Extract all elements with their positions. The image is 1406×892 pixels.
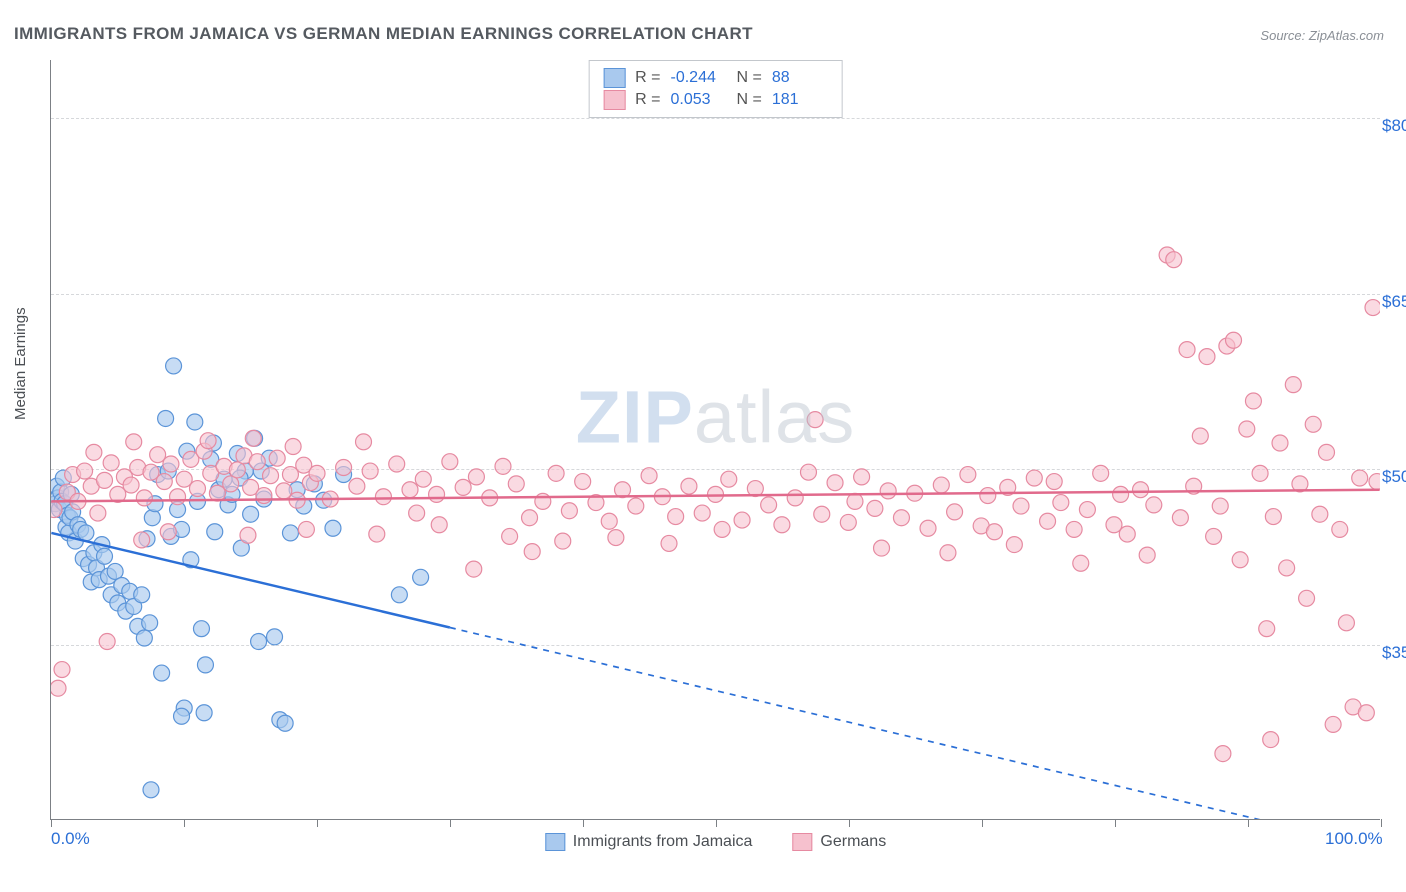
x-tick	[583, 819, 584, 827]
legend-correlation-box: R = -0.244 N = 88 R = 0.053 N = 181	[588, 60, 843, 118]
source-label: Source:	[1260, 28, 1305, 43]
x-tick	[1115, 819, 1116, 827]
legend-item-jamaica: Immigrants from Jamaica	[545, 833, 753, 851]
x-tick	[51, 819, 52, 827]
source-attribution: Source: ZipAtlas.com	[1260, 28, 1384, 43]
x-tick	[849, 819, 850, 827]
plot-area: ZIPatlas $35,000$50,000$65,000$80,000 0.…	[50, 60, 1380, 820]
chart-container: IMMIGRANTS FROM JAMAICA VS GERMAN MEDIAN…	[0, 0, 1406, 892]
trend-line-jamaica-dashed	[450, 627, 1380, 819]
n-value-jamaica: 88	[772, 67, 828, 89]
x-tick-label: 100.0%	[1325, 829, 1383, 849]
source-value: ZipAtlas.com	[1309, 28, 1384, 43]
r-label: R =	[635, 89, 660, 111]
x-tick	[982, 819, 983, 827]
x-tick	[184, 819, 185, 827]
x-tick	[1381, 819, 1382, 827]
y-tick-label: $50,000	[1382, 467, 1406, 487]
swatch-jamaica	[603, 68, 625, 88]
y-axis-label: Median Earnings	[12, 307, 29, 420]
y-tick-label: $35,000	[1382, 643, 1406, 663]
n-label: N =	[737, 89, 762, 111]
r-value-jamaica: -0.244	[671, 67, 727, 89]
n-value-germans: 181	[772, 89, 828, 111]
trend-lines-layer	[51, 60, 1380, 819]
x-tick	[716, 819, 717, 827]
trend-line-germans	[51, 490, 1379, 502]
legend-row-germans: R = 0.053 N = 181	[603, 89, 828, 111]
x-tick	[317, 819, 318, 827]
n-label: N =	[737, 67, 762, 89]
r-value-germans: 0.053	[671, 89, 727, 111]
trend-line-jamaica	[51, 533, 449, 628]
legend-series: Immigrants from Jamaica Germans	[545, 833, 886, 851]
swatch-germans	[603, 90, 625, 110]
y-tick-label: $80,000	[1382, 116, 1406, 136]
legend-label-germans: Germans	[820, 833, 886, 851]
x-tick-label: 0.0%	[51, 829, 90, 849]
r-label: R =	[635, 67, 660, 89]
legend-label-jamaica: Immigrants from Jamaica	[573, 833, 753, 851]
swatch-germans	[792, 833, 812, 851]
legend-row-jamaica: R = -0.244 N = 88	[603, 67, 828, 89]
x-tick	[1248, 819, 1249, 827]
y-tick-label: $65,000	[1382, 292, 1406, 312]
x-tick	[450, 819, 451, 827]
chart-title: IMMIGRANTS FROM JAMAICA VS GERMAN MEDIAN…	[14, 24, 753, 44]
swatch-jamaica	[545, 833, 565, 851]
legend-item-germans: Germans	[792, 833, 886, 851]
